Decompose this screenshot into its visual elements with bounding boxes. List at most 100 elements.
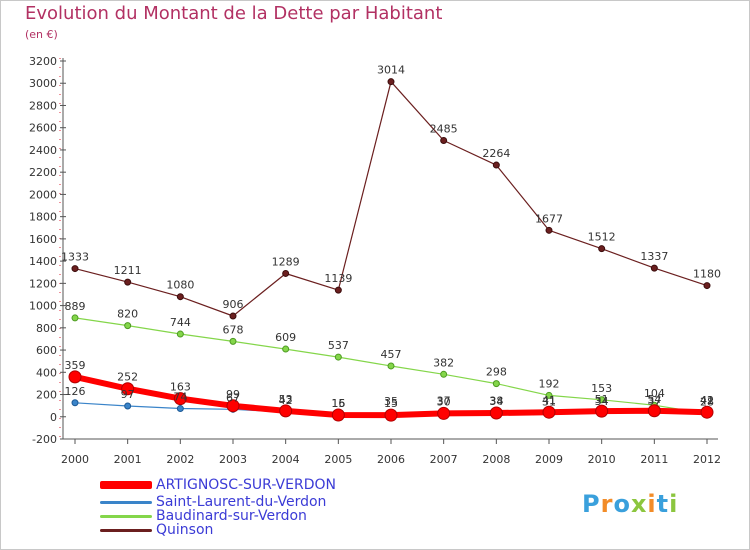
logo-letter: x bbox=[630, 490, 648, 518]
data-label-artignosc-sur-verdon: 99 bbox=[226, 388, 240, 401]
logo-letter: i bbox=[669, 490, 679, 518]
data-point-artignosc-sur-verdon bbox=[647, 404, 661, 418]
y-tick-label: 200 bbox=[36, 389, 57, 402]
legend-label: ARTIGNOSC-SUR-VERDON bbox=[156, 477, 336, 493]
logo-letter: t bbox=[656, 490, 670, 518]
legend-item: Saint-Laurent-du-Verdon bbox=[100, 494, 326, 510]
data-label-artignosc-sur-verdon: 41 bbox=[542, 394, 556, 407]
proxiti-logo: Proxiti bbox=[582, 490, 678, 518]
data-label-saint-laurent-du-verdon: 126 bbox=[65, 385, 86, 398]
data-label-saint-laurent-du-verdon: 97 bbox=[121, 388, 135, 401]
data-label-baudinard-sur-verdon: 537 bbox=[328, 339, 349, 352]
y-tick-label: 1600 bbox=[29, 233, 57, 246]
data-point-quinson bbox=[703, 282, 711, 290]
data-label-baudinard-sur-verdon: 153 bbox=[591, 382, 612, 395]
data-point-baudinard-sur-verdon bbox=[440, 370, 448, 378]
chart-title: Evolution du Montant de la Dette par Hab… bbox=[25, 3, 443, 24]
data-point-quinson bbox=[334, 286, 342, 294]
data-label-artignosc-sur-verdon: 359 bbox=[65, 359, 86, 372]
data-label-saint-laurent-du-verdon: 15 bbox=[331, 397, 345, 410]
data-point-baudinard-sur-verdon bbox=[176, 330, 184, 338]
data-label-baudinard-sur-verdon: 744 bbox=[170, 316, 191, 329]
data-labels: 1333 1211 1080 906 1289 1139 3014 2485 2264 1677 1… bbox=[61, 64, 721, 410]
logo-letter: i bbox=[647, 490, 657, 518]
data-point-quinson bbox=[71, 265, 79, 273]
x-tick-label: 2010 bbox=[588, 453, 616, 466]
legend-swatch bbox=[100, 500, 152, 504]
y-tick-label: 1800 bbox=[29, 211, 57, 224]
data-point-baudinard-sur-verdon bbox=[492, 380, 500, 388]
x-tick-label: 2008 bbox=[482, 453, 510, 466]
y-tick-label: 1200 bbox=[29, 277, 57, 290]
legend-swatch bbox=[100, 481, 152, 489]
x-tick-label: 2007 bbox=[430, 453, 458, 466]
x-tick-label: 2000 bbox=[61, 453, 89, 466]
data-point-artignosc-sur-verdon bbox=[700, 405, 714, 419]
data-point-artignosc-sur-verdon bbox=[542, 405, 556, 419]
logo-letter: o bbox=[613, 490, 631, 518]
y-tick-label: 3000 bbox=[29, 77, 57, 90]
y-tick-label: 0 bbox=[50, 411, 57, 424]
data-label-baudinard-sur-verdon: 28 bbox=[700, 396, 714, 409]
data-point-baudinard-sur-verdon bbox=[598, 396, 606, 404]
data-label-quinson: 2485 bbox=[430, 122, 458, 135]
y-tick-label: 2200 bbox=[29, 166, 57, 179]
data-point-saint-laurent-du-verdon bbox=[124, 402, 132, 410]
data-point-baudinard-sur-verdon bbox=[71, 314, 79, 322]
data-point-artignosc-sur-verdon bbox=[489, 406, 503, 420]
axes: -200 0 200 400 600 800 1000 1200 1400 1600 1800 200… bbox=[29, 55, 721, 466]
data-point-baudinard-sur-verdon bbox=[334, 353, 342, 361]
data-label-saint-laurent-du-verdon: 67 bbox=[226, 391, 240, 404]
data-label-baudinard-sur-verdon: 382 bbox=[433, 356, 454, 369]
y-tick-label: 2400 bbox=[29, 144, 57, 157]
legend-item: Baudinard-sur-Verdon bbox=[100, 508, 307, 524]
logo-letter: P bbox=[582, 490, 601, 518]
data-point-saint-laurent-du-verdon bbox=[176, 405, 184, 413]
logo-letter: r bbox=[600, 490, 614, 518]
data-label-saint-laurent-du-verdon: 37 bbox=[647, 395, 661, 408]
x-tick-label: 2005 bbox=[324, 453, 352, 466]
data-point-baudinard-sur-verdon bbox=[282, 345, 290, 353]
data-label-quinson: 1512 bbox=[588, 231, 616, 244]
data-label-artignosc-sur-verdon: 16 bbox=[331, 397, 345, 410]
data-label-saint-laurent-du-verdon: 34 bbox=[595, 395, 609, 408]
data-label-artignosc-sur-verdon: 34 bbox=[489, 395, 503, 408]
data-label-artignosc-sur-verdon: 163 bbox=[170, 381, 191, 394]
data-point-quinson bbox=[440, 136, 448, 144]
data-label-quinson: 1289 bbox=[272, 255, 300, 268]
data-label-artignosc-sur-verdon: 54 bbox=[647, 393, 661, 406]
data-label-baudinard-sur-verdon: 678 bbox=[223, 323, 244, 336]
y-tick-label: 800 bbox=[36, 322, 57, 335]
data-point-artignosc-sur-verdon bbox=[68, 370, 82, 384]
data-point-artignosc-sur-verdon bbox=[279, 404, 293, 418]
y-tick-label: 1400 bbox=[29, 255, 57, 268]
x-tick-label: 2004 bbox=[272, 453, 300, 466]
data-label-quinson: 1139 bbox=[324, 272, 352, 285]
data-label-quinson: 3014 bbox=[377, 64, 405, 77]
data-label-artignosc-sur-verdon: 30 bbox=[437, 395, 451, 408]
data-label-saint-laurent-du-verdon: 38 bbox=[489, 395, 503, 408]
data-label-artignosc-sur-verdon: 41 bbox=[700, 394, 714, 407]
data-label-saint-laurent-du-verdon: 74 bbox=[173, 391, 187, 404]
y-tick-label: 400 bbox=[36, 366, 57, 379]
data-point-artignosc-sur-verdon bbox=[173, 392, 187, 406]
data-label-baudinard-sur-verdon: 889 bbox=[65, 300, 86, 313]
data-label-quinson: 2264 bbox=[482, 147, 510, 160]
data-point-quinson bbox=[387, 78, 395, 86]
series-layer bbox=[68, 78, 714, 422]
data-label-quinson: 1333 bbox=[61, 251, 89, 264]
legend-item: ARTIGNOSC-SUR-VERDON bbox=[100, 477, 336, 493]
data-point-quinson bbox=[124, 278, 132, 286]
data-label-baudinard-sur-verdon: 457 bbox=[381, 348, 402, 361]
data-label-baudinard-sur-verdon: 104 bbox=[644, 387, 665, 400]
data-point-quinson bbox=[598, 245, 606, 253]
data-label-artignosc-sur-verdon: 53 bbox=[279, 393, 293, 406]
x-tick-label: 2011 bbox=[640, 453, 668, 466]
data-point-artignosc-sur-verdon bbox=[331, 408, 345, 422]
chart-subtitle: (en €) bbox=[25, 28, 58, 41]
data-label-saint-laurent-du-verdon: 42 bbox=[700, 394, 714, 407]
y-tick-label: -200 bbox=[32, 433, 57, 446]
y-tick-label: 2000 bbox=[29, 188, 57, 201]
data-label-saint-laurent-du-verdon: 42 bbox=[279, 394, 293, 407]
